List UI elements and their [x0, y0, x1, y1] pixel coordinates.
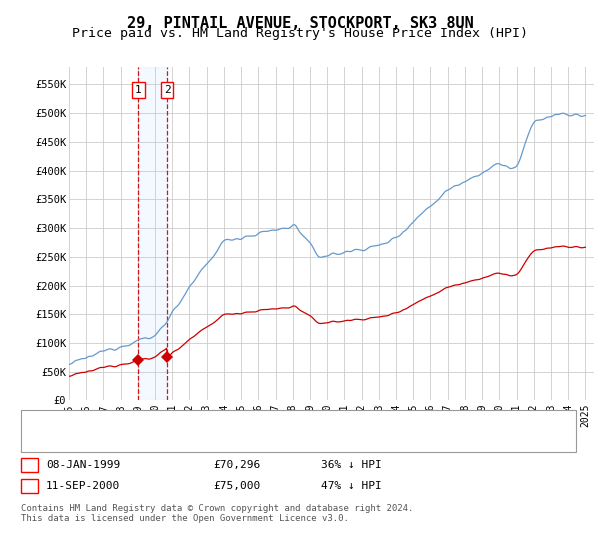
Text: Price paid vs. HM Land Registry's House Price Index (HPI): Price paid vs. HM Land Registry's House …: [72, 27, 528, 40]
Text: ———: ———: [30, 434, 53, 447]
Text: £75,000: £75,000: [213, 480, 260, 491]
Text: 47% ↓ HPI: 47% ↓ HPI: [321, 480, 382, 491]
Text: 1: 1: [135, 85, 142, 95]
Text: 2: 2: [164, 85, 170, 95]
Text: £70,296: £70,296: [213, 460, 260, 470]
Text: HPI: Average price, detached house, Stockport: HPI: Average price, detached house, Stoc…: [66, 436, 347, 446]
Text: 08-JAN-1999: 08-JAN-1999: [46, 460, 121, 470]
Text: Contains HM Land Registry data © Crown copyright and database right 2024.
This d: Contains HM Land Registry data © Crown c…: [21, 504, 413, 524]
Text: 29, PINTAIL AVENUE, STOCKPORT, SK3 8UN: 29, PINTAIL AVENUE, STOCKPORT, SK3 8UN: [127, 16, 473, 31]
Text: 29, PINTAIL AVENUE, STOCKPORT, SK3 8UN (detached house): 29, PINTAIL AVENUE, STOCKPORT, SK3 8UN (…: [66, 417, 410, 427]
Text: 11-SEP-2000: 11-SEP-2000: [46, 480, 121, 491]
Text: 36% ↓ HPI: 36% ↓ HPI: [321, 460, 382, 470]
Text: ———: ———: [30, 416, 53, 429]
Text: 2: 2: [26, 480, 33, 491]
Bar: [139, 67, 167, 400]
Text: 1: 1: [26, 460, 33, 470]
